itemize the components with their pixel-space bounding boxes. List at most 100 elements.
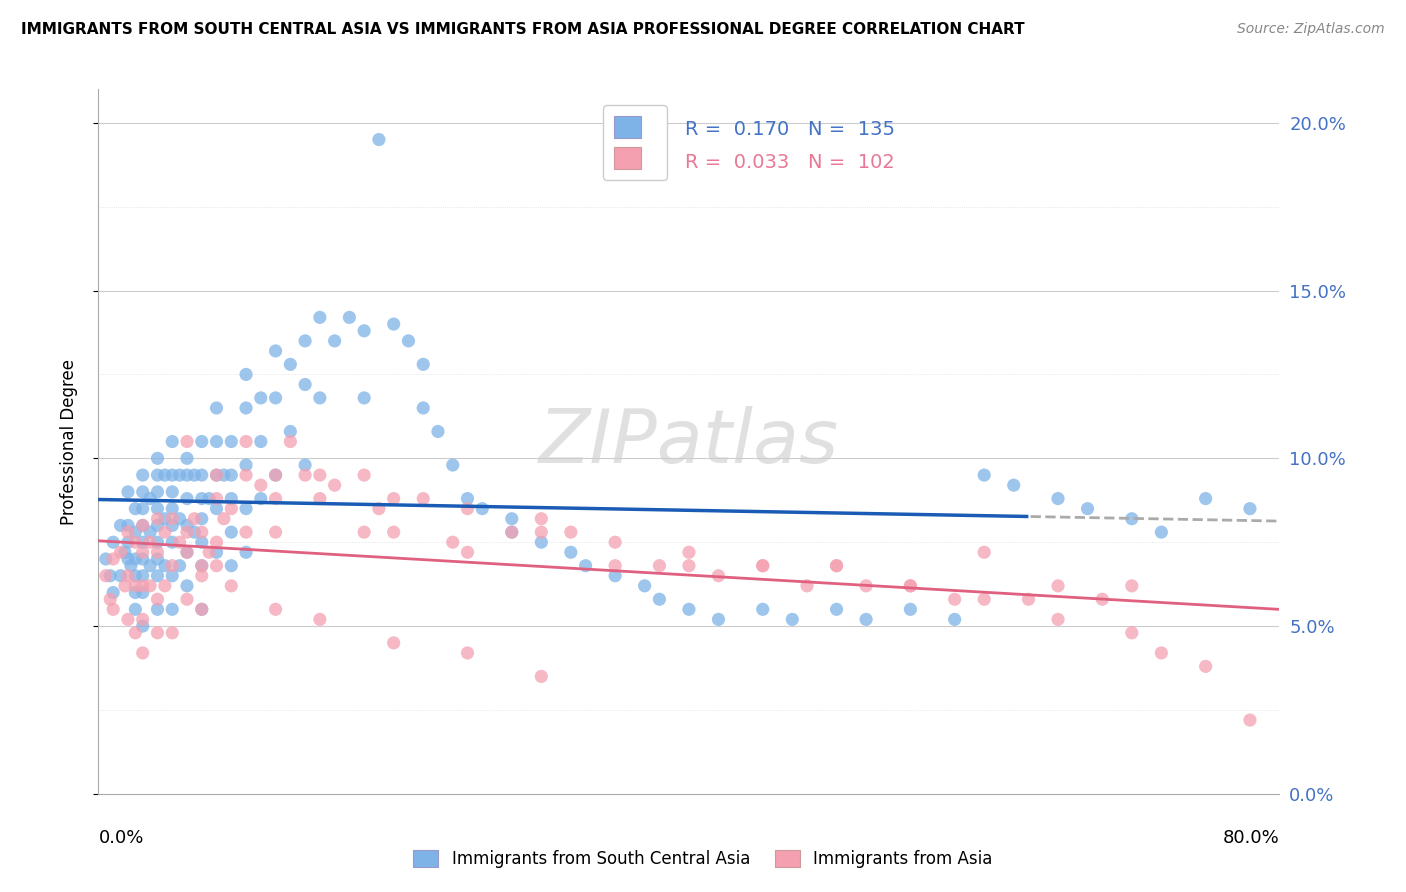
Point	[114, 579, 136, 593]
Point	[382, 525, 405, 540]
Point	[205, 491, 228, 506]
Point	[124, 602, 146, 616]
Point	[825, 558, 848, 573]
Point	[900, 579, 922, 593]
Point	[120, 558, 142, 573]
Point	[280, 425, 302, 439]
Point	[264, 343, 287, 358]
Point	[264, 391, 287, 405]
Point	[221, 501, 243, 516]
Point	[162, 535, 183, 549]
Point	[368, 132, 391, 146]
Point	[117, 518, 139, 533]
Point	[309, 391, 332, 405]
Point	[191, 468, 214, 483]
Point	[117, 525, 139, 540]
Point	[382, 636, 405, 650]
Point	[339, 310, 361, 325]
Point	[139, 579, 162, 593]
Point	[183, 512, 205, 526]
Point	[132, 585, 155, 599]
Point	[368, 501, 391, 516]
Point	[1018, 592, 1040, 607]
Point	[176, 525, 198, 540]
Point	[353, 468, 375, 483]
Point	[973, 545, 995, 559]
Point	[176, 545, 198, 559]
Point	[132, 518, 155, 533]
Point	[98, 592, 121, 607]
Point	[162, 625, 183, 640]
Point	[323, 478, 346, 492]
Point	[162, 558, 183, 573]
Point	[634, 579, 657, 593]
Point	[176, 592, 198, 607]
Point	[153, 558, 176, 573]
Point	[162, 484, 183, 499]
Point	[162, 518, 183, 533]
Point	[191, 568, 214, 582]
Point	[94, 552, 117, 566]
Point	[132, 579, 155, 593]
Point	[146, 545, 169, 559]
Point	[146, 625, 169, 640]
Legend: , : ,	[603, 105, 666, 180]
Point	[235, 434, 257, 449]
Point	[900, 602, 922, 616]
Point	[309, 310, 332, 325]
Text: R =  0.170   N =  135: R = 0.170 N = 135	[685, 120, 896, 139]
Point	[117, 535, 139, 549]
Point	[117, 612, 139, 626]
Point	[353, 324, 375, 338]
Point	[153, 468, 176, 483]
Point	[280, 357, 302, 371]
Point	[132, 619, 155, 633]
Point	[235, 545, 257, 559]
Point	[124, 585, 146, 599]
Text: Source: ZipAtlas.com: Source: ZipAtlas.com	[1237, 22, 1385, 37]
Point	[221, 491, 243, 506]
Point	[162, 501, 183, 516]
Point	[796, 579, 818, 593]
Point	[117, 484, 139, 499]
Point	[294, 334, 316, 348]
Point	[124, 535, 146, 549]
Point	[501, 512, 523, 526]
Point	[235, 401, 257, 415]
Point	[176, 451, 198, 466]
Point	[221, 525, 243, 540]
Point	[855, 579, 877, 593]
Point	[973, 592, 995, 607]
Point	[124, 501, 146, 516]
Point	[191, 602, 214, 616]
Point	[162, 434, 183, 449]
Point	[176, 518, 198, 533]
Point	[264, 602, 287, 616]
Point	[191, 491, 214, 506]
Point	[412, 401, 434, 415]
Point	[103, 552, 125, 566]
Point	[575, 558, 598, 573]
Point	[212, 512, 235, 526]
Point	[501, 525, 523, 540]
Point	[94, 568, 117, 582]
Point	[1121, 579, 1143, 593]
Point	[191, 602, 214, 616]
Point	[1091, 592, 1114, 607]
Point	[855, 612, 877, 626]
Point	[825, 558, 848, 573]
Point	[205, 468, 228, 483]
Point	[146, 592, 169, 607]
Point	[1002, 478, 1025, 492]
Point	[900, 579, 922, 593]
Point	[162, 568, 183, 582]
Point	[382, 491, 405, 506]
Point	[605, 535, 627, 549]
Point	[427, 425, 450, 439]
Point	[132, 501, 155, 516]
Point	[264, 468, 287, 483]
Point	[605, 558, 627, 573]
Point	[132, 545, 155, 559]
Point	[264, 525, 287, 540]
Point	[294, 458, 316, 472]
